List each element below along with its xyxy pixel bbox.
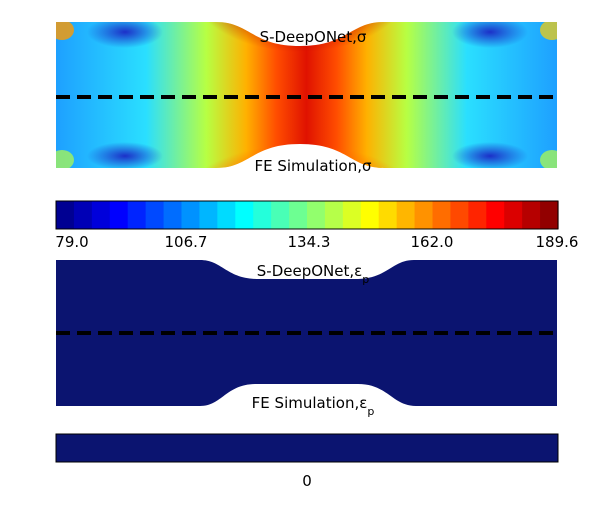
strain-contour-panel: S-DeepONet,εp FE Simulation,εp <box>56 260 557 418</box>
strain-field-shape <box>56 260 557 406</box>
stress-colorbar-cell <box>522 201 541 229</box>
strain-colorbar-tick: 0 <box>302 472 312 490</box>
stress-colorbar-cell <box>342 201 362 229</box>
stress-colorbar-cell <box>378 201 398 229</box>
stress-colorbar-cell <box>396 201 416 229</box>
stress-colorbar-cell <box>432 201 452 229</box>
stress-colorbar-cell <box>414 201 434 229</box>
stress-colorbar-tick: 79.0 <box>55 233 88 251</box>
stress-top-label: S-DeepONet,σ <box>260 28 367 46</box>
stress-contour-panel: S-DeepONet,σ FE Simulation,σ <box>56 22 557 175</box>
stress-colorbar-cell <box>199 201 218 229</box>
stress-colorbar-cell <box>540 201 559 229</box>
strain-top-label: S-DeepONet,εp <box>257 262 369 286</box>
stress-colorbar-cell <box>450 201 469 229</box>
stress-colorbar-cell <box>217 201 236 229</box>
stress-colorbar-cell <box>504 201 523 229</box>
stress-colorbar-cell <box>307 201 326 229</box>
stress-colorbar-frame <box>55 200 559 230</box>
stress-colorbar-tick: 134.3 <box>288 233 331 251</box>
stress-colorbar-cell <box>289 201 308 229</box>
strain-colorbar: 0 <box>55 433 559 490</box>
stress-colorbar-tick: 106.7 <box>165 233 208 251</box>
stress-colorbar-tick: 162.0 <box>411 233 454 251</box>
stress-colorbar-cell <box>181 201 201 229</box>
strain-colorbar-bar <box>55 433 559 463</box>
stress-colorbar-cell <box>486 201 505 229</box>
stress-colorbar-cell <box>109 201 129 229</box>
strain-bottom-label: FE Simulation,εp <box>252 394 375 418</box>
stress-colorbar-cell <box>271 201 290 229</box>
stress-colorbar-cell <box>235 201 254 229</box>
stress-colorbar-cell <box>56 201 75 229</box>
stress-colorbar-cell <box>163 201 183 229</box>
stress-colorbar-tick: 189.6 <box>536 233 579 251</box>
stress-colorbar-cell <box>127 201 147 229</box>
stress-colorbar-cell <box>91 201 111 229</box>
stress-colorbar-cell <box>468 201 487 229</box>
stress-colorbar-cell <box>360 201 380 229</box>
stress-colorbar-cell <box>145 201 165 229</box>
stress-colorbar: 79.0 106.7 134.3 162.0 189.6 <box>55 200 579 251</box>
stress-colorbar-cell <box>253 201 272 229</box>
stress-colorbar-cell <box>324 201 344 229</box>
stress-bottom-label: FE Simulation,σ <box>254 157 372 175</box>
stress-colorbar-cell <box>73 201 93 229</box>
